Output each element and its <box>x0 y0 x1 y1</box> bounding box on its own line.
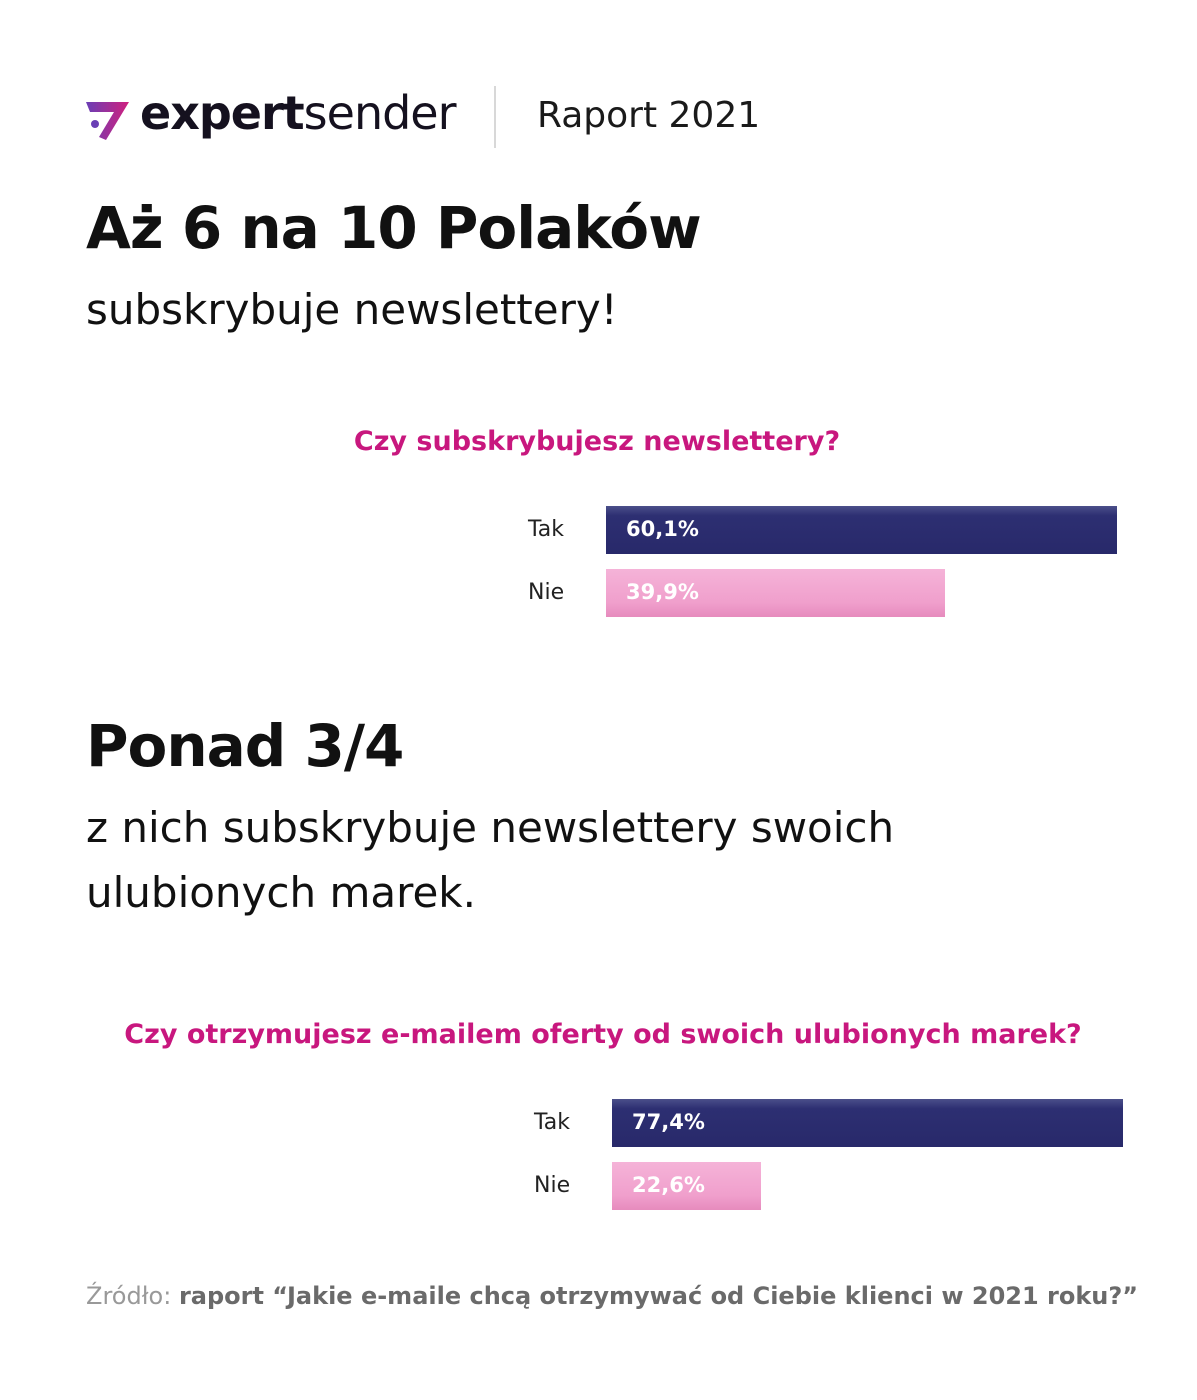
source-note: Źródło: raport “Jakie e-maile chcą otrzy… <box>86 1282 1138 1310</box>
chart-1-title: Czy subskrybujesz newslettery? <box>353 426 841 457</box>
headline-2: Ponad 3/4 <box>86 712 404 780</box>
subheadline-2-line2: ulubionych marek. <box>86 868 476 917</box>
subheadline-2-line1: z nich subskrybuje newslettery swoich <box>86 803 895 852</box>
category-label: Nie <box>528 580 565 605</box>
expertsender-logo-icon <box>86 102 129 140</box>
chart-2-title: Czy otrzymujesz e-mailem oferty od swoic… <box>124 1019 1082 1050</box>
data-label: 60,1% <box>626 517 699 541</box>
source-text: raport “Jakie e-maile chcą otrzymywać od… <box>178 1282 1139 1310</box>
divider <box>494 86 496 148</box>
data-label: 77,4% <box>632 1110 705 1134</box>
category-label: Nie <box>534 1173 571 1198</box>
bar-tak: 60,1% <box>606 506 1117 554</box>
bar-nie: 22,6% <box>612 1162 762 1210</box>
brand-bold: expert <box>140 86 305 140</box>
source-prefix: Źródło: <box>86 1282 172 1310</box>
data-label: 39,9% <box>626 580 699 604</box>
category-label: Tak <box>528 517 565 542</box>
report-label: Raport 2021 <box>537 95 761 136</box>
brand-logo-text: expertsender <box>140 86 457 140</box>
subheadline-1: subskrybuje newslettery! <box>86 285 618 334</box>
category-label: Tak <box>534 1110 571 1135</box>
bar-nie: 39,9% <box>606 569 946 617</box>
data-label: 22,6% <box>632 1173 705 1197</box>
bar-tak: 77,4% <box>612 1099 1123 1147</box>
headline-1: Aż 6 na 10 Polaków <box>86 194 702 262</box>
brand-light: sender <box>303 86 457 140</box>
